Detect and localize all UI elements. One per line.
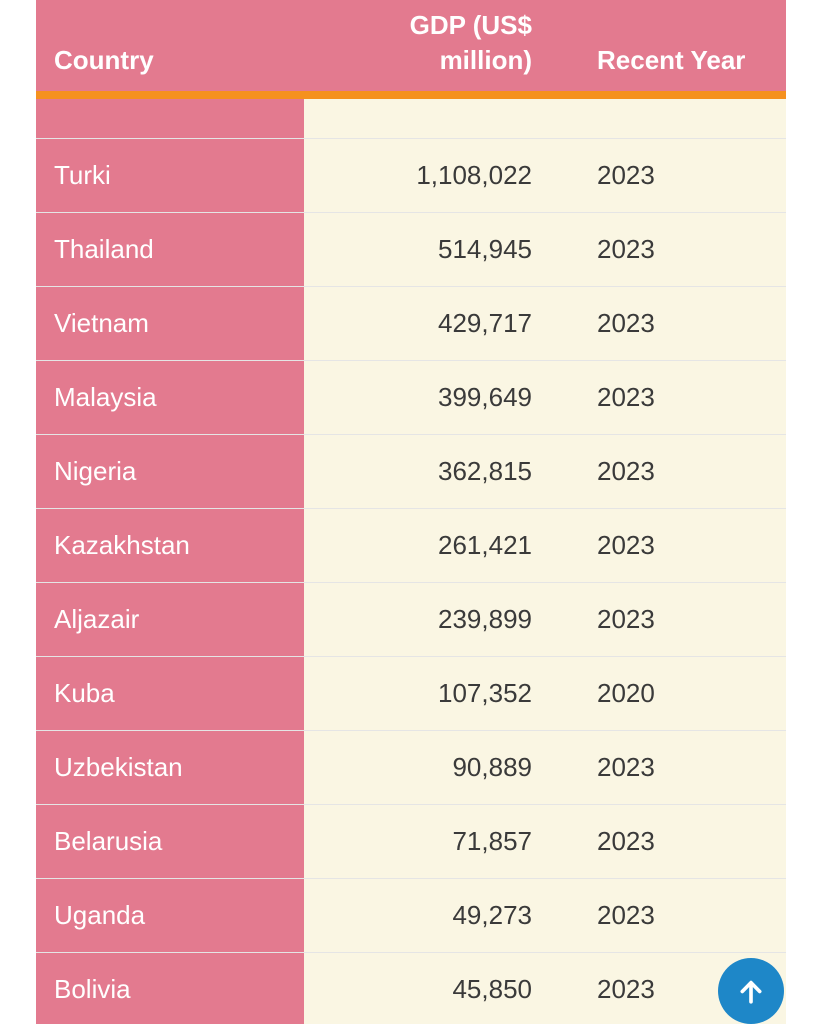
year-cell: 2023 <box>547 731 786 804</box>
country-cell: Uzbekistan <box>36 731 304 804</box>
year-cell: 2023 <box>547 213 786 286</box>
gdp-cell: 107,352 <box>304 657 547 730</box>
gdp-cell: 71,857 <box>304 805 547 878</box>
spacer-cell-year <box>547 99 786 138</box>
column-header-country: Country <box>36 0 304 91</box>
year-cell: 2023 <box>547 139 786 212</box>
year-cell: 2023 <box>547 509 786 582</box>
up-arrow-icon <box>740 980 762 1004</box>
column-header-country-label: Country <box>54 45 154 75</box>
gdp-cell: 1,108,022 <box>304 139 547 212</box>
country-cell: Uganda <box>36 879 304 952</box>
country-cell: Vietnam <box>36 287 304 360</box>
year-cell: 2023 <box>547 287 786 360</box>
column-header-gdp-label: GDP (US$ million) <box>409 10 532 75</box>
country-cell: Malaysia <box>36 361 304 434</box>
year-cell: 2023 <box>547 879 786 952</box>
country-cell: Thailand <box>36 213 304 286</box>
gdp-cell: 514,945 <box>304 213 547 286</box>
table-row: Kazakhstan 261,421 2023 <box>36 509 786 583</box>
table-row: Uganda 49,273 2023 <box>36 879 786 953</box>
gdp-cell: 261,421 <box>304 509 547 582</box>
table-row: Vietnam 429,717 2023 <box>36 287 786 361</box>
country-cell: Aljazair <box>36 583 304 656</box>
table-row: Kuba 107,352 2020 <box>36 657 786 731</box>
column-header-year-label: Recent Year <box>597 45 746 75</box>
gdp-cell: 362,815 <box>304 435 547 508</box>
gdp-table: Country GDP (US$ million) Recent Year Tu… <box>36 0 786 1024</box>
table-row: Aljazair 239,899 2023 <box>36 583 786 657</box>
gdp-cell: 429,717 <box>304 287 547 360</box>
table-body: Turki 1,108,022 2023 Thailand 514,945 2023 Vie… <box>36 139 786 1024</box>
country-cell: Turki <box>36 139 304 212</box>
table-row: Belarusia 71,857 2023 <box>36 805 786 879</box>
spacer-row <box>36 99 786 139</box>
scroll-to-top-button[interactable] <box>718 958 784 1024</box>
spacer-cell-country <box>36 99 304 138</box>
country-cell: Nigeria <box>36 435 304 508</box>
gdp-cell: 239,899 <box>304 583 547 656</box>
column-header-year: Recent Year <box>547 0 786 91</box>
table-row: Turki 1,108,022 2023 <box>36 139 786 213</box>
table-row: Malaysia 399,649 2023 <box>36 361 786 435</box>
table-row: Thailand 514,945 2023 <box>36 213 786 287</box>
gdp-cell: 90,889 <box>304 731 547 804</box>
year-cell: 2023 <box>547 583 786 656</box>
country-cell: Kuba <box>36 657 304 730</box>
gdp-cell: 49,273 <box>304 879 547 952</box>
country-cell: Bolivia <box>36 953 304 1024</box>
year-cell: 2023 <box>547 435 786 508</box>
country-cell: Belarusia <box>36 805 304 878</box>
country-cell: Kazakhstan <box>36 509 304 582</box>
gdp-cell: 399,649 <box>304 361 547 434</box>
spacer-cell-gdp <box>304 99 547 138</box>
header-divider <box>36 91 786 99</box>
year-cell: 2023 <box>547 805 786 878</box>
table-row: Bolivia 45,850 2023 <box>36 953 786 1024</box>
column-header-gdp: GDP (US$ million) <box>304 0 547 91</box>
gdp-cell: 45,850 <box>304 953 547 1024</box>
year-cell: 2023 <box>547 361 786 434</box>
table-row: Uzbekistan 90,889 2023 <box>36 731 786 805</box>
year-cell: 2020 <box>547 657 786 730</box>
table-header-row: Country GDP (US$ million) Recent Year <box>36 0 786 91</box>
table-row: Nigeria 362,815 2023 <box>36 435 786 509</box>
